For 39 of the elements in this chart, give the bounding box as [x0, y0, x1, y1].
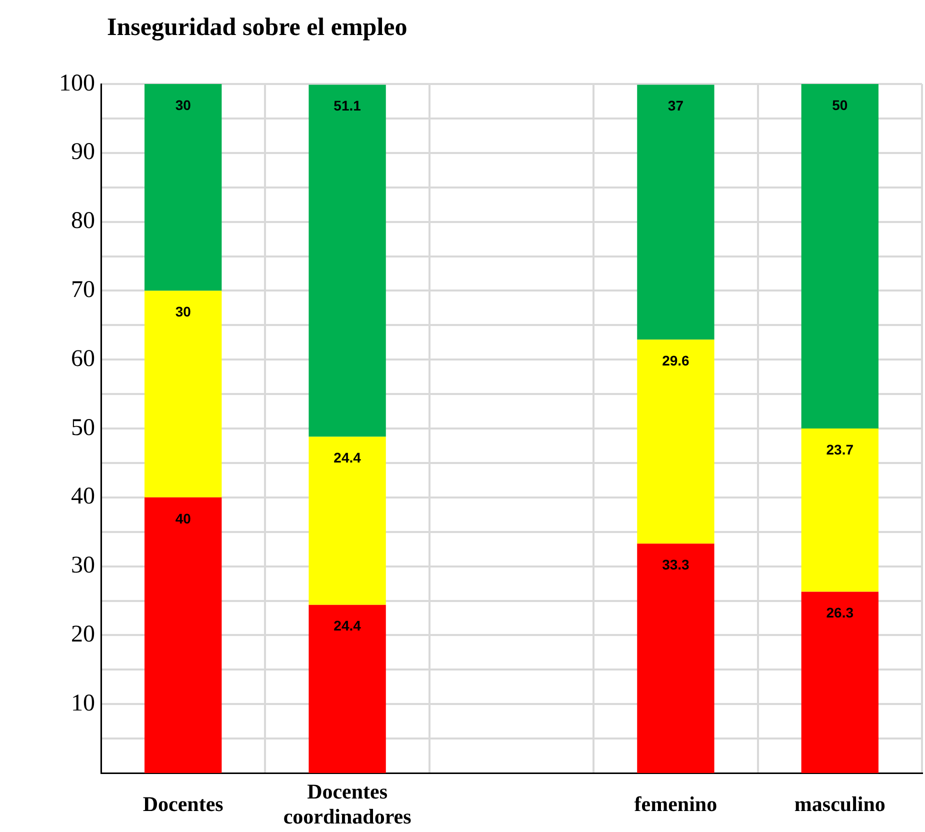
bar	[144, 497, 222, 773]
bar	[308, 604, 386, 773]
y-tick-label: 10	[71, 690, 95, 716]
bar	[308, 84, 386, 437]
data-label: 30	[175, 96, 192, 113]
y-tick-label: 90	[71, 139, 95, 166]
data-label: 24.4	[334, 450, 362, 466]
y-tick-label: 50	[71, 414, 95, 441]
data-label: 23.7	[826, 441, 854, 458]
x-tick-label: femenino	[634, 792, 718, 816]
data-label: 37	[668, 98, 684, 114]
data-label: 30	[175, 304, 192, 320]
data-label: 24.4	[334, 618, 362, 634]
x-tick-label: masculino	[794, 792, 886, 816]
y-tick-label: 20	[71, 621, 95, 648]
bar	[801, 84, 878, 428]
bar	[637, 544, 714, 773]
data-label: 40	[175, 510, 192, 526]
bar	[801, 592, 878, 773]
bar	[637, 340, 714, 544]
data-label: 26.3	[826, 604, 854, 621]
y-tick-label: 40	[71, 484, 95, 510]
data-label: 33.3	[662, 556, 690, 572]
y-tick-label: 100	[59, 70, 95, 96]
chart-title: Inseguridad sobre el empleo	[107, 14, 408, 42]
y-tick-label: 80	[71, 208, 95, 234]
bar	[637, 84, 714, 340]
data-label: 51.1	[334, 98, 362, 114]
data-label: 29.6	[662, 352, 690, 368]
y-tick-label: 30	[71, 552, 95, 579]
x-tick-label: Docentes	[142, 792, 224, 816]
y-tick-label: 60	[71, 346, 95, 372]
bar	[308, 436, 386, 605]
bar	[144, 290, 222, 498]
y-tick-label: 70	[71, 276, 95, 303]
bar	[801, 428, 878, 592]
x-tick-label: Docentes coordinadores	[283, 779, 412, 829]
bar	[144, 84, 222, 291]
data-label: 50	[832, 96, 848, 113]
